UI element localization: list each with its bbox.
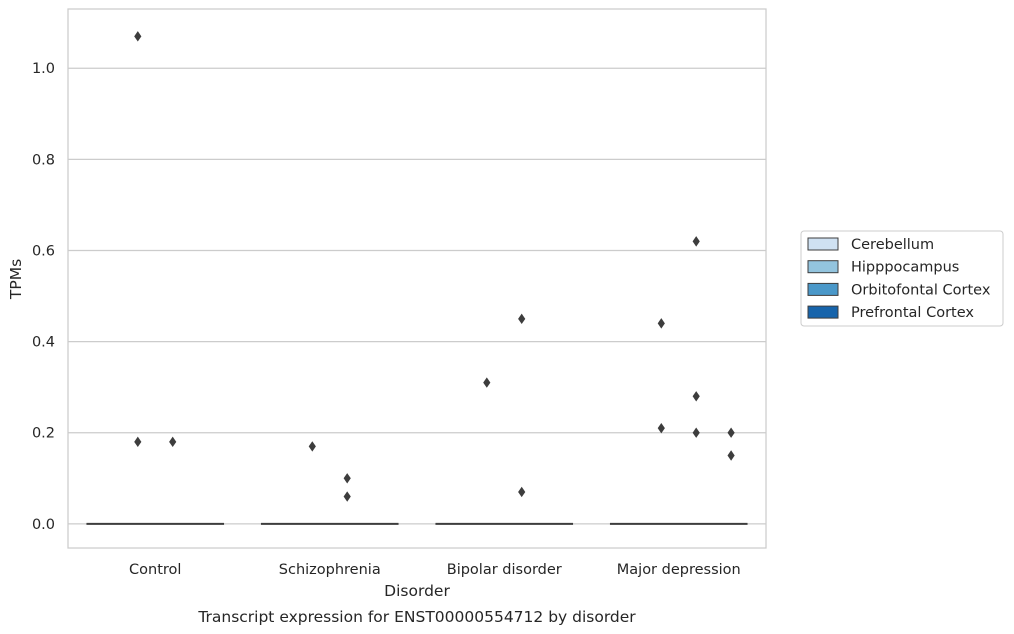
outlier-point bbox=[657, 318, 665, 329]
y-axis-label: TPMs bbox=[7, 259, 25, 300]
outlier-points bbox=[134, 31, 735, 502]
outlier-point bbox=[518, 486, 526, 498]
legend-swatch bbox=[807, 282, 839, 296]
outlier-point bbox=[308, 441, 316, 452]
y-tick-label: 0.8 bbox=[32, 152, 55, 168]
outlier-point bbox=[343, 473, 351, 484]
x-tick-label: Bipolar disorder bbox=[447, 562, 562, 578]
legend-frame bbox=[800, 230, 1004, 327]
y-tick-label: 1.0 bbox=[32, 61, 55, 77]
outlier-point bbox=[692, 236, 700, 247]
legend-label: Prefrontal Cortex bbox=[851, 305, 974, 321]
chart-caption: Transcript expression for ENST0000055471… bbox=[197, 608, 636, 626]
y-tick-label: 0.2 bbox=[32, 426, 55, 442]
x-tick-label: Control bbox=[129, 562, 181, 578]
outlier-point bbox=[692, 427, 700, 438]
legend-swatch bbox=[807, 260, 839, 274]
x-tick-label: Major depression bbox=[617, 562, 741, 578]
y-gridlines bbox=[68, 67, 766, 525]
outlier-point bbox=[483, 377, 491, 388]
x-tick-label: Schizophrenia bbox=[279, 562, 381, 578]
legend: Cerebellum Hipppocampus Orbitofontal Corte… bbox=[800, 230, 1004, 327]
outlier-point bbox=[169, 436, 177, 448]
outlier-point bbox=[657, 422, 665, 434]
outlier-point bbox=[518, 313, 526, 325]
legend-label: Cerebellum bbox=[851, 237, 934, 253]
legend-label: Orbitofontal Cortex bbox=[851, 282, 991, 298]
plot-area-frame bbox=[67, 8, 767, 549]
y-tick-label: 0.4 bbox=[32, 335, 55, 351]
y-tick-label: 0.6 bbox=[32, 243, 55, 259]
outlier-point bbox=[727, 427, 735, 438]
x-tick-labels: Control Schizophrenia Bipolar disorder Majo… bbox=[129, 562, 741, 578]
y-tick-label: 0.0 bbox=[32, 517, 55, 533]
outlier-point bbox=[134, 31, 142, 42]
legend-swatch bbox=[807, 305, 839, 319]
legend-label: Hipppocampus bbox=[851, 260, 959, 276]
outlier-point bbox=[343, 491, 351, 502]
x-axis-label: Disorder bbox=[384, 582, 450, 600]
y-tick-labels: 0.0 0.2 0.4 0.6 0.8 1.0 bbox=[32, 61, 55, 533]
outlier-point bbox=[727, 450, 735, 461]
legend-swatch bbox=[807, 237, 839, 251]
outlier-point bbox=[134, 436, 142, 448]
outlier-point bbox=[692, 391, 700, 402]
